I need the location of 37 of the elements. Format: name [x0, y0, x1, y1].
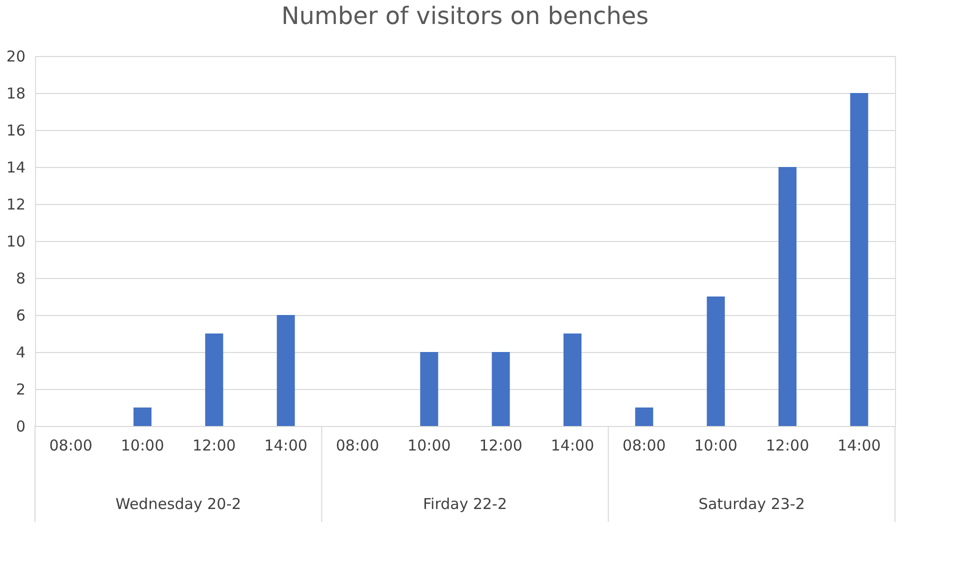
bar	[205, 334, 224, 426]
x-tick-label: 10:00	[120, 436, 164, 454]
y-tick-label: 10	[6, 232, 26, 250]
bar	[276, 315, 295, 426]
y-tick-label: 2	[16, 380, 26, 398]
y-tick-label: 18	[6, 84, 26, 102]
x-tick-label: 14:00	[550, 436, 594, 454]
chart-title: Number of visitors on benches	[281, 2, 649, 30]
text: Saturday 23-2	[698, 495, 805, 513]
y-tick-label: 20	[6, 48, 26, 66]
x-tick-label: 08:00	[49, 436, 92, 454]
x-tick-label: 14:00	[264, 436, 308, 454]
bar	[492, 352, 510, 426]
x-tick-label: 08:00	[336, 436, 380, 454]
x-tick-label: 10:00	[694, 436, 738, 454]
x-tick-label: 10:00	[408, 436, 451, 454]
bar	[706, 296, 725, 426]
x-tick-label: 12:00	[766, 436, 810, 454]
y-tick-label: 8	[16, 270, 26, 288]
bar	[778, 167, 796, 426]
x-tick-label: 12:00	[192, 436, 236, 454]
y-tick-label: 14	[6, 158, 26, 176]
bar	[134, 408, 152, 426]
y-tick-label: 16	[6, 122, 26, 140]
x-tick-label: 14:00	[838, 436, 881, 454]
y-tick-label: 12	[6, 196, 26, 214]
text: Firday 22-2	[422, 495, 508, 513]
x-tick-label: 12:00	[479, 436, 522, 454]
bar	[420, 352, 438, 426]
y-tick-label: 6	[16, 306, 26, 324]
x-tick-label: 08:00	[622, 436, 666, 454]
bar	[850, 93, 868, 426]
text: Wednesday 20-2	[116, 495, 242, 513]
bar	[635, 408, 654, 426]
y-tick-label: 4	[16, 344, 26, 362]
bar	[564, 334, 582, 426]
y-tick-label: 0	[16, 418, 26, 436]
